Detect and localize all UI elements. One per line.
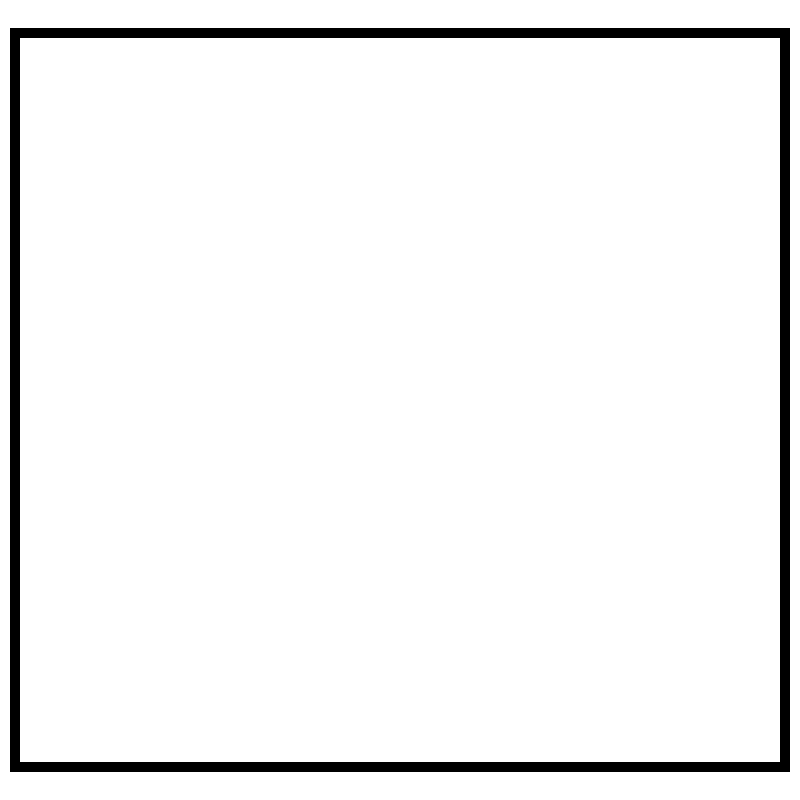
plot-area [20, 38, 780, 762]
plot-border-top [10, 28, 790, 38]
plot-border-left [10, 28, 20, 772]
heatmap-canvas [20, 38, 780, 762]
plot-border-bottom [10, 762, 790, 772]
plot-border-right [780, 28, 790, 772]
chart-frame [0, 0, 800, 800]
